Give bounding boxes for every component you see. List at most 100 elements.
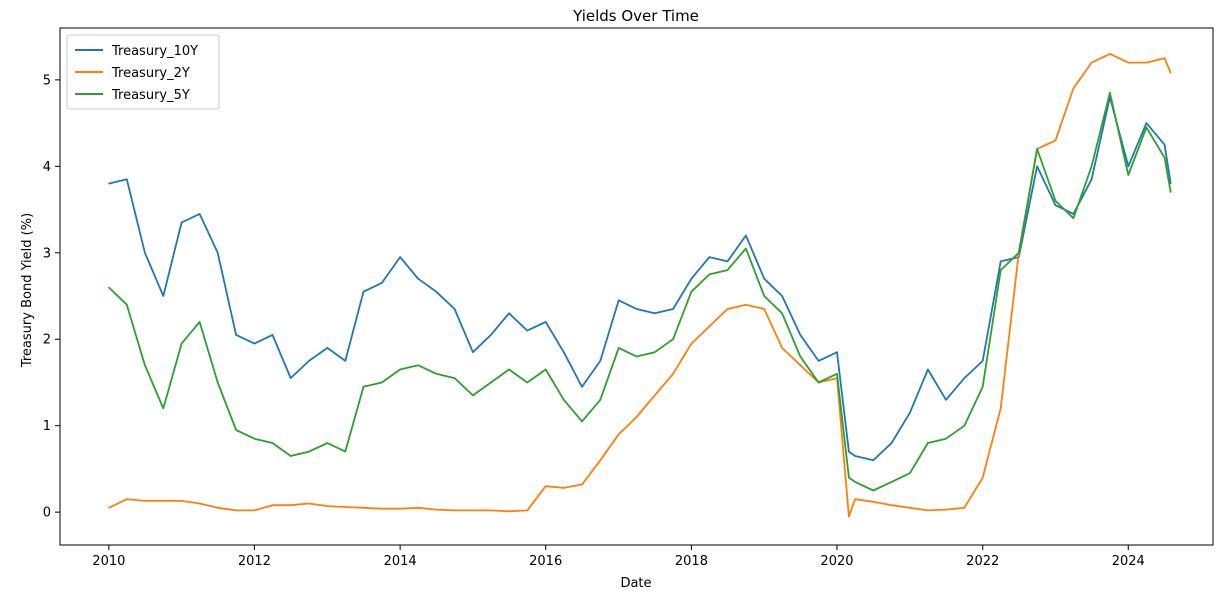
data-point <box>199 213 201 215</box>
data-point <box>781 312 783 314</box>
data-point <box>308 502 310 505</box>
data-point <box>799 334 801 336</box>
data-point <box>945 399 947 401</box>
data-point <box>1000 260 1002 262</box>
data-point <box>927 509 929 511</box>
data-point <box>126 304 128 306</box>
data-point <box>417 278 419 280</box>
x-tick-label: 2012 <box>238 554 271 569</box>
data-point <box>982 386 984 388</box>
data-point <box>526 509 528 511</box>
data-point <box>454 509 456 511</box>
y-tick-label: 3 <box>43 246 51 261</box>
data-point <box>708 273 711 275</box>
data-point <box>199 321 201 323</box>
data-point <box>235 334 237 336</box>
data-point <box>290 455 292 457</box>
data-point <box>672 338 674 340</box>
data-point <box>1164 57 1166 59</box>
data-point <box>618 299 620 301</box>
data-point <box>1000 269 1002 271</box>
data-point <box>1091 62 1093 64</box>
data-point <box>982 477 984 479</box>
data-point <box>144 500 146 502</box>
y-tick-label: 4 <box>43 160 51 175</box>
data-point <box>1164 157 1166 159</box>
data-point <box>854 455 856 457</box>
data-point <box>872 501 874 503</box>
data-point <box>872 459 874 461</box>
data-point <box>1127 174 1129 176</box>
data-point <box>181 221 183 224</box>
data-point <box>848 477 850 479</box>
plot-area <box>59 27 1214 546</box>
data-point <box>654 351 656 353</box>
data-point <box>818 381 820 384</box>
data-point <box>381 508 383 510</box>
data-point <box>162 295 164 297</box>
data-point <box>872 489 874 492</box>
data-point <box>581 483 583 486</box>
data-point <box>126 498 128 500</box>
data-point <box>690 278 693 280</box>
y-tick-label: 1 <box>43 419 51 434</box>
data-point <box>1127 62 1129 64</box>
y-axis: 0 1 2 3 4 5 <box>43 73 60 521</box>
chart-title: Yields Over Time <box>572 7 699 25</box>
data-point <box>290 504 292 506</box>
data-point <box>581 386 583 388</box>
data-point <box>763 308 765 310</box>
data-point <box>891 481 893 483</box>
data-point <box>636 308 638 310</box>
data-point <box>848 451 850 453</box>
data-point <box>399 368 401 371</box>
data-point <box>508 312 510 314</box>
x-tick-label: 2022 <box>966 554 999 569</box>
data-point <box>1072 213 1074 215</box>
data-point <box>1170 191 1172 193</box>
legend-label: Treasury_10Y <box>111 44 198 59</box>
data-point <box>381 282 383 284</box>
data-point <box>836 351 838 353</box>
data-point <box>672 373 674 375</box>
data-point <box>454 308 456 310</box>
data-point <box>848 515 850 518</box>
data-point <box>362 507 365 509</box>
data-point <box>362 386 365 388</box>
data-point <box>253 509 255 511</box>
data-point <box>545 321 547 323</box>
data-point <box>726 260 729 262</box>
data-point <box>836 373 838 375</box>
data-point <box>472 394 474 396</box>
data-point <box>217 252 219 254</box>
legend: Treasury_10Y Treasury_2Y Treasury_5Y <box>66 34 220 110</box>
data-point <box>1164 144 1166 146</box>
data-point <box>581 420 583 422</box>
data-point <box>636 416 638 418</box>
data-point <box>1109 92 1111 94</box>
series-layer <box>108 53 1172 518</box>
data-point <box>108 286 110 288</box>
data-point <box>435 509 437 511</box>
x-axis-label: Date <box>620 576 651 591</box>
data-point <box>781 347 783 349</box>
x-tick-label: 2020 <box>820 554 853 569</box>
data-point <box>599 459 601 461</box>
data-point <box>326 442 328 444</box>
data-point <box>726 308 729 310</box>
x-tick-label: 2024 <box>1112 554 1145 569</box>
data-point <box>708 325 711 327</box>
data-point <box>271 334 274 336</box>
y-tick-label: 5 <box>43 73 51 88</box>
data-point <box>1054 204 1057 206</box>
data-point <box>945 509 947 511</box>
data-point <box>1170 72 1172 74</box>
data-point <box>1054 200 1057 202</box>
data-point <box>181 500 183 502</box>
data-point <box>599 399 601 401</box>
data-point <box>235 509 237 511</box>
data-point <box>326 505 328 507</box>
data-point <box>381 381 383 384</box>
data-point <box>217 507 219 509</box>
data-point <box>599 360 601 362</box>
